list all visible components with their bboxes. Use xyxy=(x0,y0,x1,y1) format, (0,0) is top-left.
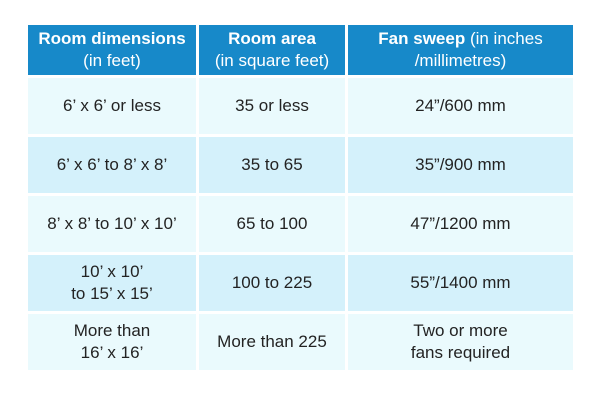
cell-room-area: 100 to 225 xyxy=(199,255,345,311)
cell-fan-sweep: 24”/600 mm xyxy=(348,78,573,134)
cell-fan-sweep: 55”/1400 mm xyxy=(348,255,573,311)
table-row: 8’ x 8’ to 10’ x 10’ 65 to 100 47”/1200 … xyxy=(28,196,573,252)
table-header-row: Room dimensions (in feet) Room area (in … xyxy=(28,25,573,75)
cell-room-area: 35 to 65 xyxy=(199,137,345,193)
cell-room-dimensions: More than 16’ x 16’ xyxy=(28,314,196,370)
table-row: 6’ x 6’ or less 35 or less 24”/600 mm xyxy=(28,78,573,134)
table-row: 10’ x 10’ to 15’ x 15’ 100 to 225 55”/14… xyxy=(28,255,573,311)
header-subtitle: (in square feet) xyxy=(214,51,330,70)
table-row: 6’ x 6’ to 8’ x 8’ 35 to 65 35”/900 mm xyxy=(28,137,573,193)
header-title: Fan sweep xyxy=(378,28,466,48)
header-fan-sweep: Fan sweep (in inches /millimetres) xyxy=(348,25,573,75)
header-room-dimensions: Room dimensions (in feet) xyxy=(28,25,196,75)
cell-room-area: 65 to 100 xyxy=(199,196,345,252)
cell-fan-sweep: 35”/900 mm xyxy=(348,137,573,193)
header-title: Room area xyxy=(228,28,316,48)
cell-room-dimensions: 10’ x 10’ to 15’ x 15’ xyxy=(28,255,196,311)
header-subtitle: (in feet) xyxy=(83,51,141,70)
header-line1: Room area xyxy=(203,28,341,50)
cell-room-area: 35 or less xyxy=(199,78,345,134)
table-row: More than 16’ x 16’ More than 225 Two or… xyxy=(28,314,573,370)
cell-room-dimensions: 8’ x 8’ to 10’ x 10’ xyxy=(28,196,196,252)
header-line1: Fan sweep (in inches xyxy=(352,28,569,50)
header-line1: Room dimensions xyxy=(32,28,192,50)
cell-room-dimensions: 6’ x 6’ to 8’ x 8’ xyxy=(28,137,196,193)
fan-size-table: Room dimensions (in feet) Room area (in … xyxy=(25,22,576,373)
header-subtitle: /millimetres) xyxy=(414,51,507,70)
cell-fan-sweep: Two or more fans required xyxy=(348,314,573,370)
header-room-area: Room area (in square feet) xyxy=(199,25,345,75)
cell-fan-sweep: 47”/1200 mm xyxy=(348,196,573,252)
cell-room-dimensions: 6’ x 6’ or less xyxy=(28,78,196,134)
header-title-rest: (in inches xyxy=(465,28,543,48)
cell-room-area: More than 225 xyxy=(199,314,345,370)
header-title: Room dimensions xyxy=(38,28,186,48)
